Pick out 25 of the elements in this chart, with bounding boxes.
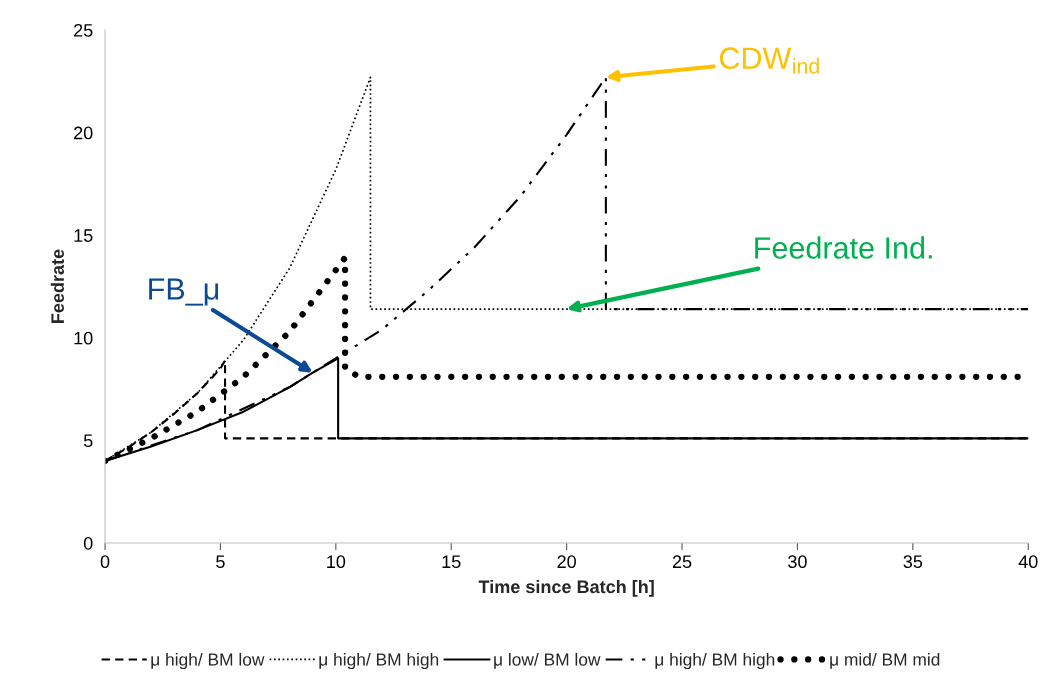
annotation: FB_μ — [149, 278, 219, 306]
x-tick-label: 35 — [903, 555, 923, 569]
x-tick-label: 25 — [672, 555, 692, 569]
legend-label: μ low/ BM low — [494, 652, 601, 669]
legend-label: μ high/ BM high — [655, 652, 775, 670]
y-tick-label: 15 — [74, 229, 93, 242]
x-tick-label: 10 — [327, 555, 346, 569]
y-axis-title: Feedrate — [50, 249, 65, 323]
x-axis-title: Time since Batch [h] — [478, 579, 654, 597]
legend-label: μ high/ BM low — [151, 652, 265, 670]
annotation: CDW$_{ind}$ — [719, 47, 819, 74]
x-tick-label: 30 — [788, 555, 807, 569]
legend-label: μ mid/ BM mid — [830, 652, 940, 669]
y-tick-label: 10 — [74, 331, 93, 345]
legend-label: μ high/ BM high — [319, 652, 439, 670]
y-tick-label: 25 — [74, 23, 93, 37]
y-tick-label: 20 — [74, 126, 93, 140]
x-tick-label: 40 — [1018, 555, 1038, 569]
x-tick-label: 5 — [216, 555, 225, 569]
y-tick-label: 5 — [83, 434, 93, 448]
y-tick-label: 0 — [83, 536, 93, 550]
x-tick-label: 0 — [100, 555, 110, 569]
annotation: Feedrate Ind. — [755, 236, 932, 259]
x-tick-label: 20 — [557, 555, 576, 569]
x-tick-label: 15 — [442, 555, 461, 569]
